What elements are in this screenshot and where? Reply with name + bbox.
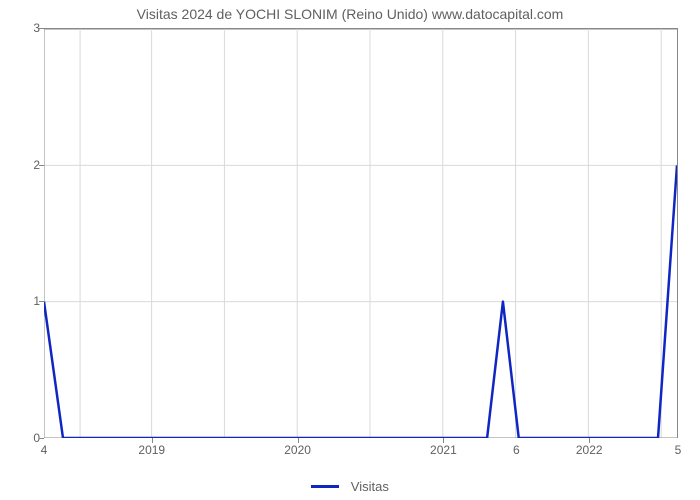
legend: Visitas	[0, 478, 700, 494]
plot-svg	[44, 29, 677, 438]
chart-container: Visitas 2024 de YOCHI SLONIM (Reino Unid…	[0, 0, 700, 500]
y-tick-mark	[39, 301, 44, 302]
x-outlier-label: 4	[41, 443, 48, 457]
x-tick-label: 2022	[576, 443, 603, 457]
x-tick-mark	[298, 438, 299, 443]
x-tick-mark	[152, 438, 153, 443]
y-tick-mark	[39, 165, 44, 166]
plot-area	[44, 28, 678, 438]
legend-swatch	[311, 485, 339, 488]
x-outlier-label: 6	[513, 443, 520, 457]
y-tick-mark	[39, 438, 44, 439]
y-tick-mark	[39, 28, 44, 29]
x-tick-mark	[589, 438, 590, 443]
x-outlier-label: 5	[675, 443, 682, 457]
x-tick-label: 2020	[284, 443, 311, 457]
x-tick-label: 2021	[430, 443, 457, 457]
x-tick-label: 2019	[138, 443, 165, 457]
chart-title: Visitas 2024 de YOCHI SLONIM (Reino Unid…	[0, 6, 700, 22]
x-tick-mark	[443, 438, 444, 443]
legend-label: Visitas	[351, 479, 389, 494]
